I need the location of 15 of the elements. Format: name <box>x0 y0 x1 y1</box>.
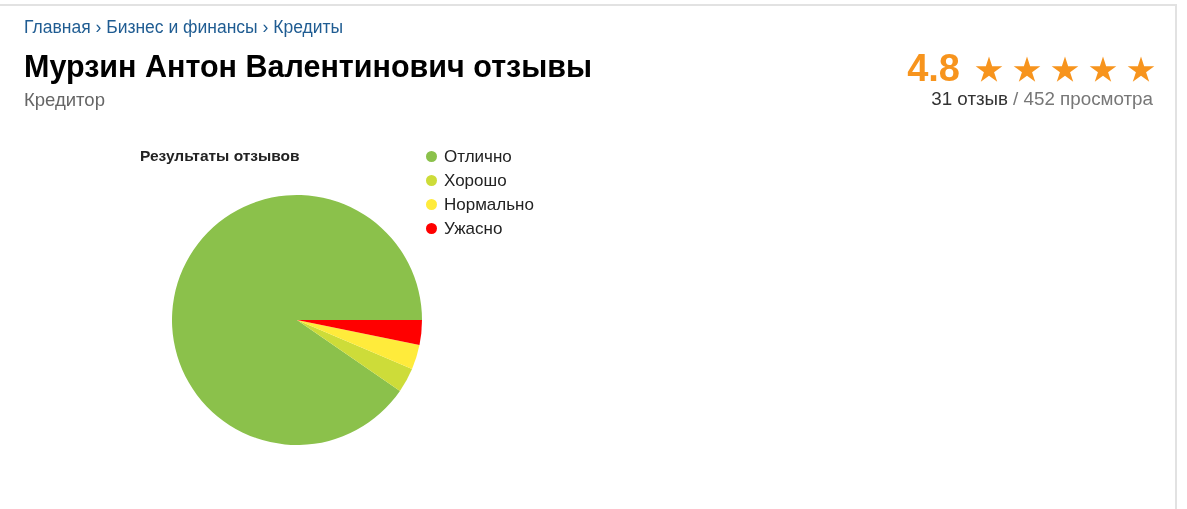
text: 31 отзыв <box>931 88 1009 109</box>
pie-slice <box>297 320 420 369</box>
pie-slice <box>297 320 413 391</box>
text: 4.8 <box>907 47 960 89</box>
legend-label: Хорошо <box>444 170 507 190</box>
pie-slice <box>297 320 422 345</box>
text: Главная › Бизнес и финансы › Кредиты <box>24 17 344 37</box>
legend-label: Нормально <box>444 194 534 214</box>
text: / 452 просмотра <box>1013 88 1153 109</box>
chart-title: Результаты отзывов <box>140 146 300 164</box>
pie-slice <box>172 195 422 445</box>
legend-label: Отлично <box>444 146 512 166</box>
legend-label: Ужасно <box>444 218 503 238</box>
text: Мурзин Антон Валентинович отзывы <box>24 49 593 83</box>
text: Кредитор <box>24 89 105 110</box>
